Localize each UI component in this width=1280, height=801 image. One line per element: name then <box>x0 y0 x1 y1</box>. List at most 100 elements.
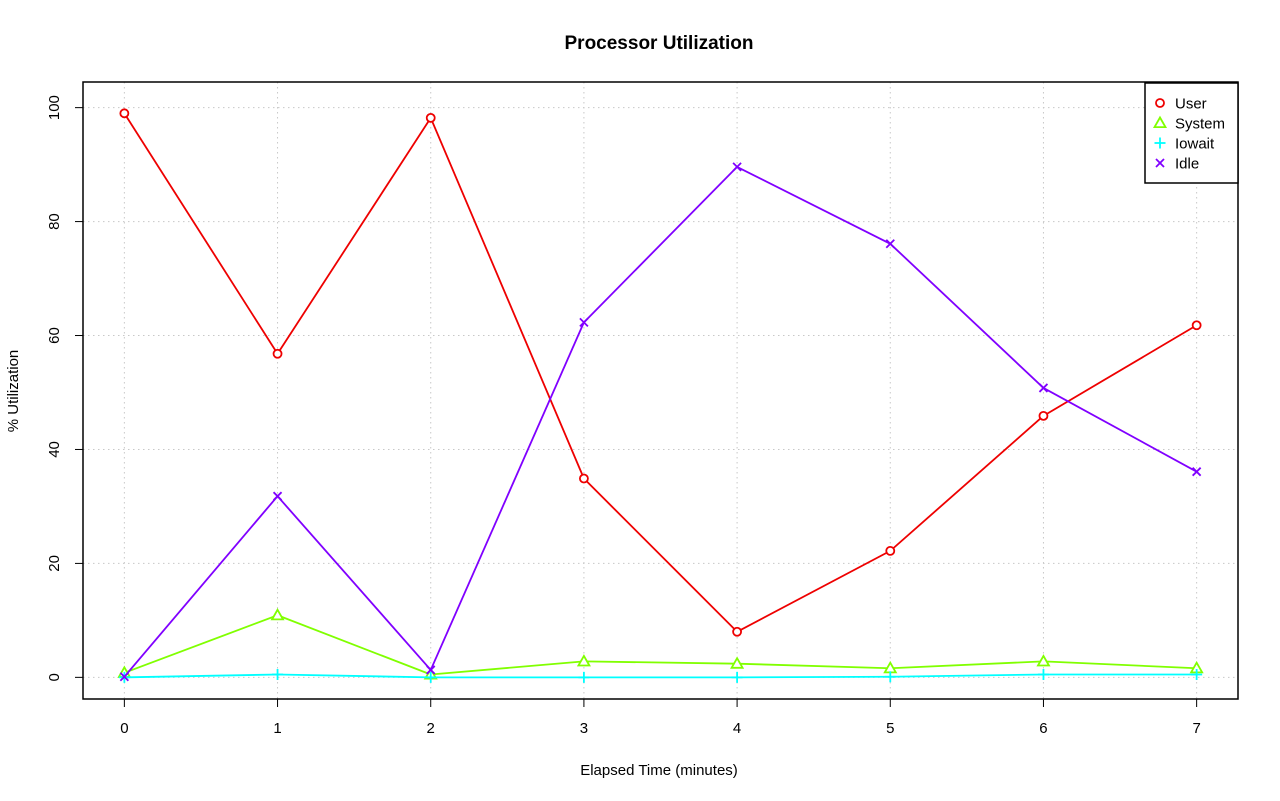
data-point <box>732 162 742 172</box>
data-point <box>119 108 130 119</box>
legend-label: Iowait <box>1175 136 1215 153</box>
x-tick-label: 5 <box>886 720 894 737</box>
x-tick-label: 6 <box>1039 720 1047 737</box>
y-axis-label: % Utilization <box>5 350 22 433</box>
x-tick-label: 1 <box>273 720 281 737</box>
series-line-segment <box>890 660 1044 670</box>
data-point <box>730 656 745 669</box>
legend-label: Idle <box>1175 156 1199 173</box>
data-point <box>1038 383 1049 393</box>
data-point <box>425 671 437 683</box>
series-line-segment <box>583 166 738 324</box>
x-stroke <box>426 665 436 675</box>
data-point <box>578 671 590 683</box>
series-line-segment <box>889 415 1045 552</box>
x-tick-label: 3 <box>580 720 588 737</box>
data-point <box>885 545 896 556</box>
x-tick-label: 2 <box>427 720 435 737</box>
data-point <box>579 317 589 328</box>
x-stroke <box>885 239 895 249</box>
legend-label: User <box>1175 96 1207 113</box>
data-point <box>885 239 895 249</box>
data-point <box>272 491 283 501</box>
data-point <box>1155 98 1165 108</box>
series-line-segment <box>890 673 1044 678</box>
y-tick-label: 80 <box>46 213 63 230</box>
data-point <box>576 654 591 667</box>
series-line-segment <box>276 117 432 355</box>
data-point <box>1152 115 1168 129</box>
data-point <box>119 672 129 682</box>
series-user <box>119 108 1202 637</box>
data-point <box>1192 467 1202 477</box>
data-point <box>270 607 285 621</box>
series-line-segment <box>583 477 738 633</box>
legend-item-system: System <box>1152 115 1225 133</box>
grid <box>83 82 1238 699</box>
x-tick-label: 0 <box>120 720 128 737</box>
x-stroke <box>272 491 283 501</box>
series-line-segment <box>1043 387 1198 473</box>
legend-label: System <box>1175 116 1225 133</box>
data-point <box>425 112 436 123</box>
x-axis-label: Elapsed Time (minutes) <box>580 762 738 779</box>
x-stroke <box>1155 158 1165 168</box>
series-line-segment <box>737 675 891 679</box>
data-point <box>1038 410 1049 421</box>
data-point <box>1037 669 1049 681</box>
plot-series <box>117 108 1204 683</box>
legend-item-user: User <box>1155 96 1207 113</box>
series-line-segment <box>1042 324 1198 417</box>
series-line-segment <box>123 112 279 355</box>
data-point <box>1036 654 1051 667</box>
series-line-segment <box>124 614 278 674</box>
series-line-segment <box>736 550 891 633</box>
series-line-segment <box>276 495 432 671</box>
series-line-segment <box>429 117 585 479</box>
series-idle <box>119 162 1202 682</box>
x-stroke <box>1038 383 1049 393</box>
x-stroke <box>119 672 129 682</box>
data-point <box>731 671 743 683</box>
series-line-segment <box>889 243 1045 389</box>
y-tick-label: 60 <box>46 327 63 344</box>
y-tick-label: 100 <box>46 95 63 120</box>
legend-item-idle: Idle <box>1155 156 1199 173</box>
data-point <box>884 671 896 683</box>
x-axis: 0 1 2 3 4 5 6 7 <box>120 699 1201 737</box>
series-iowait <box>118 669 1203 683</box>
y-tick-label: 40 <box>46 441 63 458</box>
x-tick-label: 4 <box>733 720 741 737</box>
chart-title: Processor Utilization <box>565 33 754 54</box>
x-tick-label: 7 <box>1192 720 1200 737</box>
y-tick-label: 20 <box>46 555 63 572</box>
series-line-segment <box>124 673 278 679</box>
series-system <box>117 607 1204 680</box>
data-point <box>272 669 284 681</box>
y-axis: 0 20 40 60 80 100 <box>46 95 83 682</box>
series-line-segment <box>430 660 584 676</box>
data-point <box>272 348 283 359</box>
x-stroke <box>732 162 742 172</box>
series-line-segment <box>277 673 431 679</box>
data-point <box>1155 158 1165 168</box>
data-point <box>1191 669 1203 681</box>
x-stroke <box>579 317 589 328</box>
data-point <box>1154 137 1166 149</box>
data-point <box>579 473 589 484</box>
plot-frame <box>82 81 1239 700</box>
x-stroke <box>1192 467 1202 477</box>
series-line-segment <box>736 166 891 245</box>
series-line-segment <box>277 614 432 676</box>
legend: User System Iowait Idle <box>1144 82 1239 184</box>
series-line-segment <box>429 322 585 671</box>
data-point <box>1191 320 1202 331</box>
series-line-segment <box>583 660 738 665</box>
series-line-segment <box>737 662 891 670</box>
data-point <box>732 626 742 637</box>
legend-item-iowait: Iowait <box>1154 136 1215 153</box>
series-line-segment <box>1043 660 1197 670</box>
y-tick-label: 0 <box>46 673 63 681</box>
series-line-segment <box>123 495 279 678</box>
